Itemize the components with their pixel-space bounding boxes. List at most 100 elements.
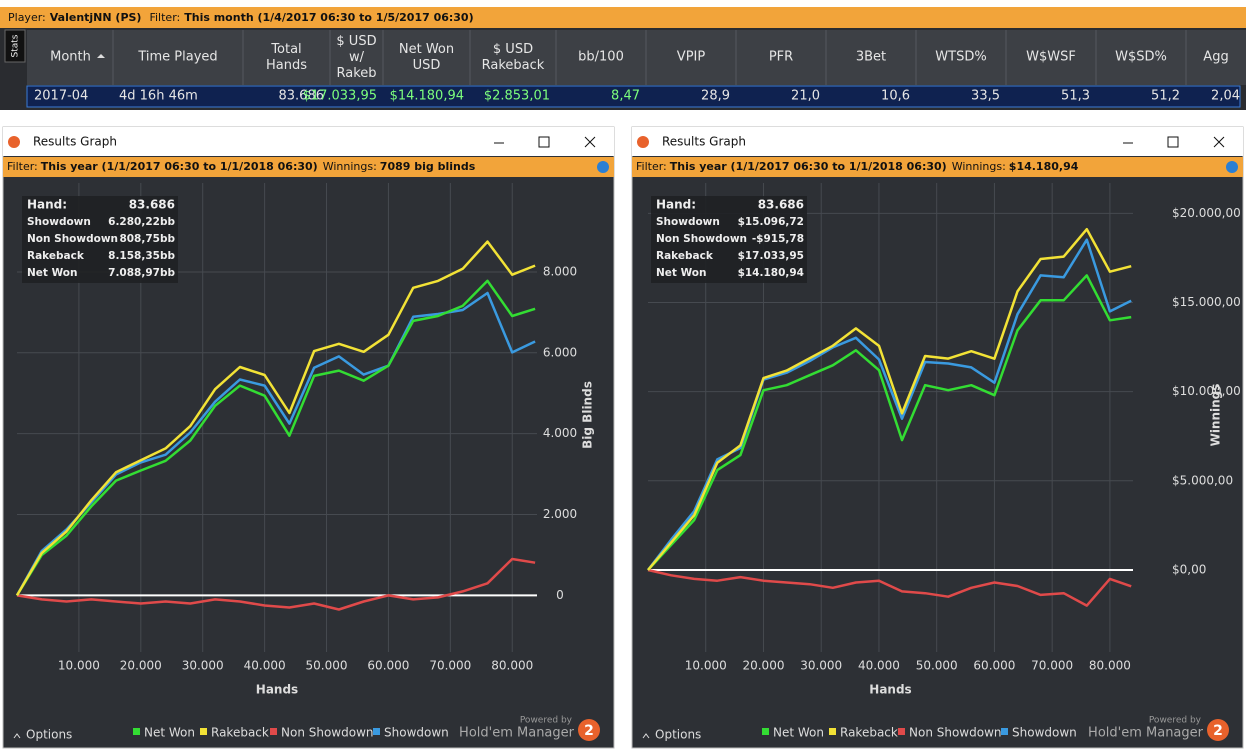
player: ValentjNN (PS) [50, 11, 142, 24]
cell: $17.033,95 [303, 89, 377, 104]
brand-badge-text: 2 [584, 723, 594, 739]
x-tick-label: 70.000 [429, 659, 471, 673]
x-tick-label: 60.000 [367, 659, 409, 673]
y-tick-label: $20.000,00 [1172, 206, 1241, 220]
close-button[interactable] [584, 136, 596, 148]
options-button: Options [655, 728, 701, 742]
winnings: 7089 big blinds [380, 160, 476, 173]
cell: 10,6 [881, 89, 910, 104]
legend-label: Showdown [1012, 726, 1077, 740]
powered-by: Powered by [1149, 716, 1202, 726]
cell: $14.180,94 [390, 89, 464, 104]
series-line [15, 240, 536, 597]
x-tick-label: 10.000 [58, 659, 100, 673]
legend-label: Rakeback [211, 726, 269, 740]
summary-label: Hand: [656, 198, 696, 212]
x-tick-label: 30.000 [800, 659, 842, 673]
summary-label: Rakeback [27, 250, 85, 262]
x-tick-label: 50.000 [916, 659, 958, 673]
title-bar [632, 127, 1243, 156]
help-icon[interactable] [1226, 161, 1238, 173]
legend-swatch [1001, 728, 1008, 735]
series-line [16, 557, 536, 611]
series-line [647, 274, 1132, 571]
summary-label: Non Showdown [656, 233, 747, 245]
cell: 51,2 [1151, 89, 1180, 104]
series-line [647, 568, 1132, 607]
brand-badge [578, 719, 600, 741]
summary-label: Showdown [656, 216, 720, 228]
winnings-label: Winnings: [323, 160, 377, 173]
column-header-line: $ USD [493, 42, 533, 57]
summary-box [22, 196, 178, 283]
top-white [0, 0, 1246, 7]
x-tick-label: 20.000 [120, 659, 162, 673]
results-window: Results Graph Filter: This year (1/1/2017 … [2, 126, 615, 749]
y-tick-label: 4.000 [543, 426, 577, 440]
column-header-line: Total [270, 42, 301, 57]
x-tick-label: 80.000 [491, 659, 533, 673]
column-header: Total Hands [266, 42, 307, 73]
cell: 8,47 [611, 89, 640, 104]
options-button: Options [26, 728, 72, 742]
summary-value: $14.180,94 [738, 267, 804, 279]
legend-label: Net Won [773, 726, 824, 740]
summary-value: 8.158,35bb [108, 250, 175, 262]
column-header-line: Rakeback [482, 58, 545, 73]
legend-label: Non Showdown [281, 726, 374, 740]
window-title: Results Graph [33, 135, 117, 149]
options-caret[interactable] [13, 733, 21, 739]
help-icon[interactable] [597, 161, 609, 173]
y-tick-label: 0 [556, 588, 564, 602]
brand-name: Hold'em Manager [459, 726, 575, 741]
player-label: Player: [8, 11, 46, 24]
header-row [27, 30, 1246, 85]
filter-bar [0, 7, 1246, 28]
summary-label: Net Won [656, 267, 706, 279]
filter: This year (1/1/2017 06:30 to 1/1/2018 06… [670, 160, 947, 173]
x-tick-label: 70.000 [1031, 659, 1073, 673]
summary-value: $17.033,95 [738, 250, 804, 262]
winnings: $14.180,94 [1009, 160, 1079, 173]
close-button[interactable] [1213, 136, 1225, 148]
column-header-line: Rakeb [336, 66, 376, 81]
x-tick-label: 40.000 [858, 659, 900, 673]
legend-swatch [898, 728, 905, 735]
summary-box [651, 196, 807, 283]
maximize-button[interactable] [538, 136, 550, 148]
column-header: Net Won USD [399, 42, 454, 73]
filter-text: Filter: This year (1/1/2017 06:30 to 1/1/… [636, 160, 1079, 173]
column-header: PFR [769, 50, 793, 65]
filter-label: Filter: [149, 11, 180, 24]
legend-label: Rakeback [840, 726, 898, 740]
x-axis-label: Hands [869, 683, 911, 697]
x-tick-label: 30.000 [182, 659, 224, 673]
column-header: $ USD w/Rakeb [336, 34, 376, 81]
results-window: Results Graph Filter: This year (1/1/2017 … [631, 126, 1244, 749]
y-tick-label: 2.000 [543, 507, 577, 521]
filter: This month (1/4/2017 06:30 to 1/5/2017 0… [184, 11, 473, 24]
column-header: Time Played [137, 50, 217, 65]
column-header: 3Bet [856, 50, 886, 65]
maximize-button[interactable] [1167, 136, 1179, 148]
legend-label: Showdown [384, 726, 449, 740]
legend-swatch [829, 728, 836, 735]
summary-label: Rakeback [656, 250, 714, 262]
filter-text: Player: ValentjNN (PS) Filter: This month (… [8, 11, 474, 24]
window-title: Results Graph [662, 135, 746, 149]
sort-arrow [97, 54, 105, 58]
y-axis-label: Winnings [1209, 384, 1223, 447]
options-caret[interactable] [642, 733, 650, 739]
app-icon [8, 136, 20, 148]
summary-value: 7.088,97bb [108, 267, 175, 279]
summary-value: $15.096,72 [738, 216, 804, 228]
filter: This year (1/1/2017 06:30 to 1/1/2018 06… [41, 160, 318, 173]
brand-name: Hold'em Manager [1088, 726, 1204, 741]
column-header-line: $ USD [336, 34, 376, 49]
y-tick-label: $5.000,00 [1172, 473, 1233, 487]
legend-swatch [200, 728, 207, 735]
column-header: VPIP [677, 50, 706, 65]
brand-badge-text: 2 [1213, 723, 1223, 739]
